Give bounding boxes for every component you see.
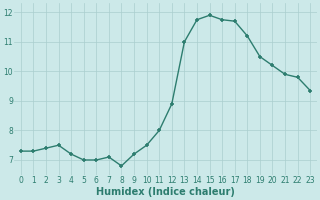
X-axis label: Humidex (Indice chaleur): Humidex (Indice chaleur) xyxy=(96,187,235,197)
